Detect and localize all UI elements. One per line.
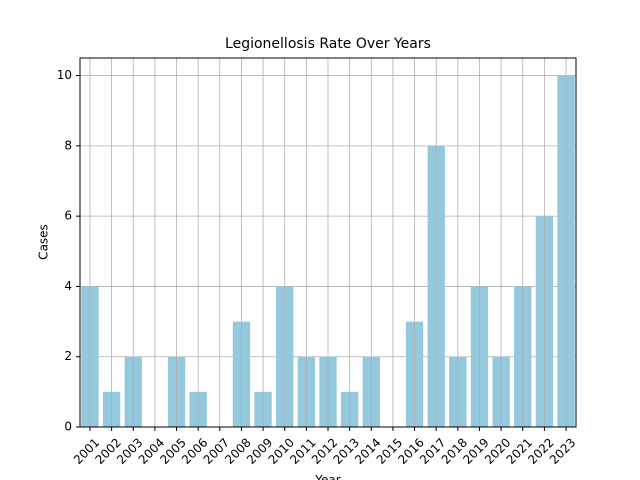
y-tick-label: 8	[64, 138, 72, 152]
x-axis-label: Year	[314, 473, 340, 480]
x-tick-label: 2023	[547, 435, 578, 466]
plot-frame	[79, 57, 577, 428]
y-tick-label: 10	[57, 68, 72, 82]
y-tick-label: 6	[64, 209, 72, 223]
chart-title: Legionellosis Rate Over Years	[225, 36, 431, 52]
y-tick-label: 4	[64, 279, 72, 293]
y-tick-label: 2	[64, 349, 72, 363]
y-axis-label: Cases	[37, 224, 51, 260]
y-tick-label: 0	[64, 420, 72, 434]
